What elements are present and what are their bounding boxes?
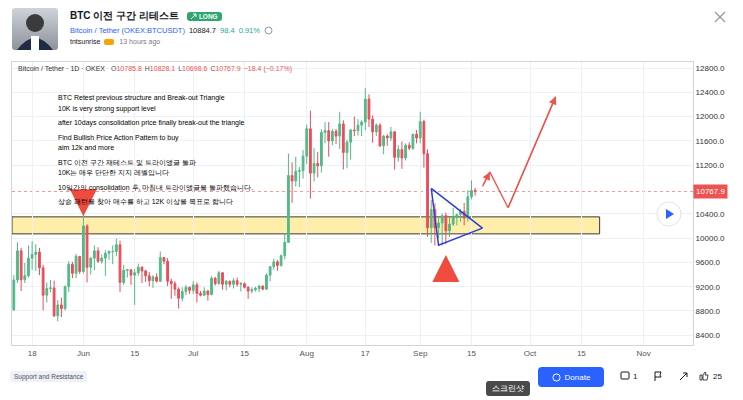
html-text:Bitcoin / Tether · 1D · OKEX: Bitcoin / Tether · 1D · OKEX [18,65,105,72]
svg-text:9200.0: 9200.0 [696,283,721,292]
svg-text:15: 15 [577,349,586,358]
svg-text:11200.0: 11200.0 [696,161,725,170]
html-text:BTC Retest previous structure: BTC Retest previous structure and Break-… [58,94,225,101]
html-text:Donate: Donate [564,372,591,382]
html-text:LONG: LONG [198,12,218,20]
html-text:13 hours ago: 13 hours ago [119,38,161,45]
svg-text:15: 15 [240,349,249,358]
svg-text:12400.0: 12400.0 [696,88,725,97]
svg-text:Jun: Jun [77,349,90,358]
html-text:25: 25 [713,371,722,381]
svg-text:10000.0: 10000.0 [696,234,725,243]
html-text:Find Bullish Price Action Patt: Find Bullish Price Action Pattern to buy [58,133,179,141]
svg-text:Nov: Nov [636,349,650,358]
svg-text:18: 18 [28,349,37,358]
svg-text:Oct: Oct [524,349,537,358]
svg-text:12800.0: 12800.0 [696,64,725,73]
svg-text:8800.0: 8800.0 [696,307,721,316]
html-text:10K는 매우 단단한 지지 레벨입니다: 10K는 매우 단단한 지지 레벨입니다 [58,169,170,176]
html-text:BTC 이전 구간 리테스트: BTC 이전 구간 리테스트 [70,10,179,21]
svg-text:10400.0: 10400.0 [696,210,725,219]
svg-text:8400.0: 8400.0 [696,331,721,340]
html-text:tntsunrise: tntsunrise [70,38,101,45]
svg-text:Aug: Aug [300,349,314,358]
html-text:10일간의 consolidation 후, 마침내 트라이: 10일간의 consolidation 후, 마침내 트라이앵글을 돌파했습니다… [58,183,254,191]
html-text:Bitcoin / Tether (OKEX:BTCUSDT: Bitcoin / Tether (OKEX:BTCUSDT) 10884.7 [70,26,216,35]
html-text:Support and Resistance: Support and Resistance [14,373,84,380]
svg-text:9600.0: 9600.0 [696,258,721,267]
html-text:상승 패턴을 찾아 매수를 하고 12K 이상을 목표로 합: 상승 패턴을 찾아 매수를 하고 12K 이상을 목표로 합니다 [58,198,233,205]
svg-text:Jul: Jul [188,349,198,358]
svg-text:Sep: Sep [413,349,428,358]
svg-text:12000.0: 12000.0 [696,112,725,121]
html-text:BTC 이전 구간 재테스트 및 트라이앵글 돌파: BTC 이전 구간 재테스트 및 트라이앵글 돌파 [58,158,196,166]
svg-text:10767.9: 10767.9 [696,187,725,196]
svg-text:17: 17 [361,349,370,358]
html-text:O 10785.8 H 10828.1 L 10698.6: O 10785.8 H 10828.1 L 10698.6 C 10767.9 … [111,65,292,72]
html-text:10K is very strong support lev: 10K is very strong support level [58,104,156,112]
html-text:스크린샷: 스크린샷 [492,384,524,393]
html-text:after 10days consolidation pri: after 10days consolidation price finally… [58,119,245,126]
svg-text:15: 15 [467,349,476,358]
svg-text:11600.0: 11600.0 [696,137,725,146]
svg-text:15: 15 [130,349,139,358]
html-text:1: 1 [633,371,638,381]
html-text:aim 12k and more: aim 12k and more [58,144,114,151]
html-text:98.4 0.91%: 98.4 0.91% [220,26,260,35]
